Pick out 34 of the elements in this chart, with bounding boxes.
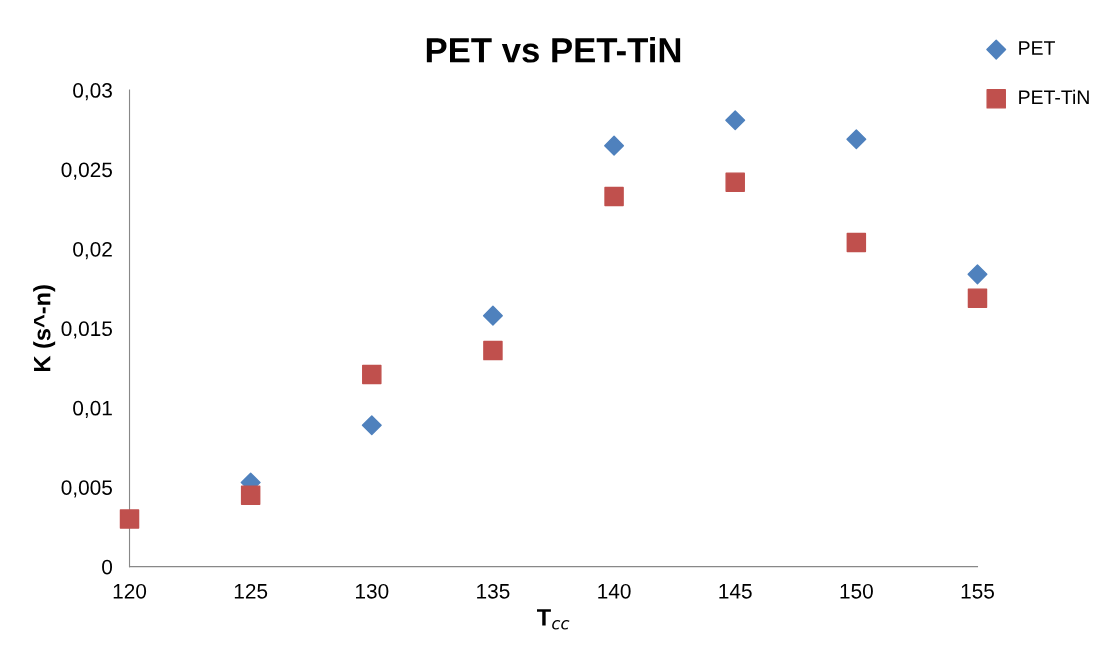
y-tick-label: 0,01 — [73, 400, 112, 419]
legend-label: PET — [1019, 41, 1055, 55]
point — [967, 288, 988, 308]
x-tick-label: 120 — [113, 583, 147, 599]
point — [846, 232, 867, 253]
point — [725, 172, 745, 192]
legend-label: PET-TiN — [1019, 89, 1089, 104]
x-tick-label: 135 — [477, 583, 510, 599]
point — [967, 264, 988, 285]
y-axis-title: K (s^-n) — [33, 285, 56, 372]
chart-title: PET vs PET-TiN — [426, 37, 681, 63]
y-tick-label: 0,02 — [73, 241, 112, 260]
point — [361, 415, 382, 436]
y-tick-label: 0,025 — [61, 162, 112, 180]
x-tick-label: 140 — [598, 583, 631, 599]
y-tick-label: 0 — [102, 559, 113, 575]
point — [362, 364, 382, 385]
y-tick-label: 0,005 — [61, 480, 112, 498]
x-tick-label: 130 — [356, 583, 389, 599]
point — [240, 485, 261, 505]
point — [483, 340, 503, 361]
point — [119, 509, 140, 529]
point — [482, 305, 503, 326]
x-tick-label: 150 — [840, 583, 873, 599]
x-tick-label: 145 — [719, 584, 752, 599]
point — [725, 110, 746, 131]
point — [604, 135, 625, 156]
point — [604, 186, 624, 207]
x-tick-label: 155 — [961, 584, 994, 599]
x-tick-label: 125 — [234, 583, 268, 599]
x-axis-title: T$_{cc}$ — [537, 609, 570, 630]
y-tick-label: 0,03 — [73, 83, 112, 101]
point — [846, 129, 867, 150]
y-tick-label: 0,015 — [61, 321, 112, 339]
